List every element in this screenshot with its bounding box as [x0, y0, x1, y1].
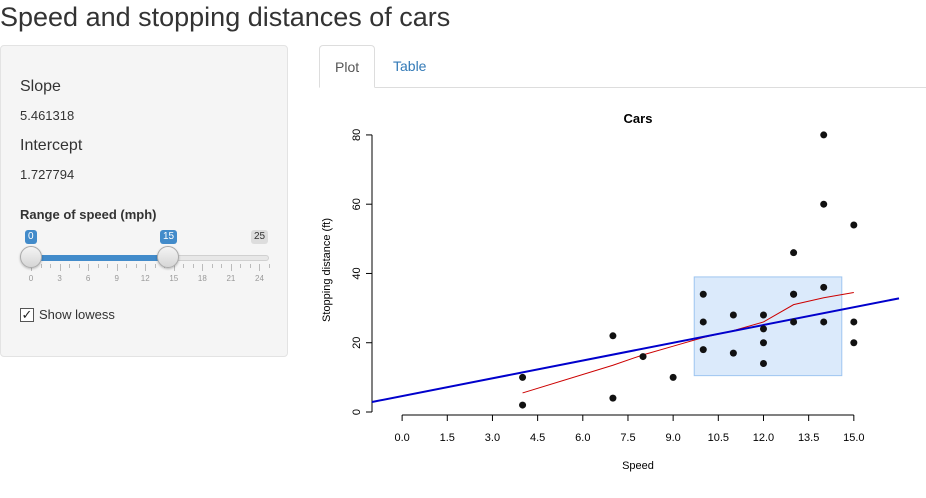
- slider-tick: [97, 264, 99, 268]
- x-tick-label: 13.5: [798, 432, 819, 444]
- slope-value: 5.461318: [20, 108, 75, 123]
- regression-line: [371, 297, 900, 403]
- slider-grid-label: 15: [169, 274, 179, 283]
- y-axis-label: Stopping distance (ft): [321, 218, 333, 322]
- slider-tick: [69, 264, 71, 268]
- slider-tick: [183, 264, 185, 268]
- y-tick-label: 60: [351, 198, 363, 210]
- slider-grid-label: 12: [140, 274, 150, 283]
- data-point: [790, 318, 798, 326]
- slider-tick: [116, 264, 118, 271]
- slider-handle-high[interactable]: [157, 246, 179, 268]
- data-point: [820, 283, 828, 291]
- data-point: [729, 349, 737, 357]
- data-point: [609, 394, 617, 402]
- x-tick-label: 6.0: [575, 432, 590, 444]
- slider-tick: [173, 264, 175, 271]
- tab-plot[interactable]: Plot: [319, 45, 376, 88]
- speed-range-label: Range of speed (mph): [20, 207, 157, 222]
- slider-tick: [211, 264, 213, 268]
- slider-handle-low[interactable]: [20, 246, 42, 268]
- y-tick-label: 80: [351, 129, 363, 141]
- show-lowess-checkbox[interactable]: ✓: [20, 307, 34, 322]
- slider-tick: [240, 264, 242, 268]
- slope-label: Slope: [20, 78, 61, 95]
- data-point: [850, 339, 858, 347]
- slider-tick: [259, 264, 261, 271]
- x-tick-label: 0.0: [394, 432, 409, 444]
- slider-tick: [107, 264, 109, 268]
- y-tick-label: 0: [351, 409, 363, 415]
- data-point: [759, 311, 767, 319]
- data-point: [790, 290, 798, 298]
- slider-grid-label: 3: [57, 274, 62, 283]
- slider-tick: [50, 264, 52, 268]
- slider-tick: [78, 264, 80, 268]
- slider-tick: [59, 264, 61, 271]
- slider-grid-label: 21: [226, 274, 236, 283]
- slider-tick: [126, 264, 128, 268]
- speed-range-slider[interactable]: 0 15 25 0 3 6 9 12 15 18 21 24: [1, 226, 289, 286]
- x-tick-label: 10.5: [708, 432, 729, 444]
- data-point: [519, 373, 527, 381]
- x-tick-label: 12.0: [753, 432, 774, 444]
- slider-tick: [88, 264, 90, 271]
- tab-bar: Plot Table: [319, 45, 926, 88]
- slider-tick: [192, 264, 194, 268]
- slider-tick: [145, 264, 147, 271]
- intercept-label: Intercept: [20, 137, 83, 154]
- data-point: [850, 221, 858, 229]
- chart-title: Cars: [624, 111, 653, 126]
- data-point: [639, 353, 647, 361]
- data-point: [820, 131, 828, 139]
- slider-tick: [40, 264, 42, 268]
- data-point: [759, 360, 767, 368]
- data-point: [699, 318, 707, 326]
- slider-tick: [269, 264, 270, 268]
- data-point: [850, 318, 858, 326]
- data-point: [790, 249, 798, 257]
- y-tick-label: 20: [351, 337, 363, 349]
- data-point: [820, 318, 828, 326]
- x-tick-label: 4.5: [530, 432, 545, 444]
- slider-tick: [249, 264, 251, 268]
- slider-tick: [202, 264, 204, 271]
- data-point: [820, 200, 828, 208]
- slider-tick: [135, 264, 137, 268]
- x-tick-label: 7.5: [620, 432, 635, 444]
- slider-grid-label: 6: [85, 274, 91, 283]
- slider-tick: [230, 264, 232, 271]
- cars-scatter-plot: Cars 0 20 40 60 80 Stopping distance (ft) 0.0 1.…: [321, 111, 900, 472]
- data-point: [699, 290, 707, 298]
- slider-grid-label: 9: [114, 274, 119, 283]
- slider-grid-label: 24: [255, 274, 264, 283]
- x-axis-label: Speed: [622, 460, 654, 472]
- data-point: [729, 311, 737, 319]
- tab-table[interactable]: Table: [393, 58, 427, 74]
- x-tick-label: 15.0: [843, 432, 864, 444]
- data-point: [609, 332, 617, 340]
- slider-tick: [221, 264, 223, 268]
- slider-grid-label: 18: [197, 274, 207, 283]
- slider-tick: [154, 264, 156, 268]
- data-point: [699, 346, 707, 354]
- sidebar-panel: Slope 5.461318 Intercept 1.727794 Range …: [0, 45, 288, 357]
- y-tick-label: 40: [351, 267, 363, 279]
- x-tick-label: 1.5: [440, 432, 455, 444]
- slider-selected-range: [31, 255, 168, 261]
- data-point: [759, 325, 767, 333]
- intercept-value: 1.727794: [20, 167, 75, 182]
- brush-selection-rect: [693, 276, 843, 377]
- data-point: [759, 339, 767, 347]
- x-tick-label: 3.0: [485, 432, 500, 444]
- slider-max-badge: 25: [251, 230, 269, 244]
- data-point: [519, 401, 527, 409]
- data-point: [669, 373, 677, 381]
- slider-from-badge: 0: [25, 230, 37, 244]
- page-title: Speed and stopping distances of cars: [0, 2, 451, 32]
- slider-to-badge: 15: [160, 230, 178, 244]
- slider-grid-label: 0: [28, 274, 34, 283]
- x-tick-label: 9.0: [665, 432, 680, 444]
- show-lowess-label: Show lowess: [39, 307, 115, 322]
